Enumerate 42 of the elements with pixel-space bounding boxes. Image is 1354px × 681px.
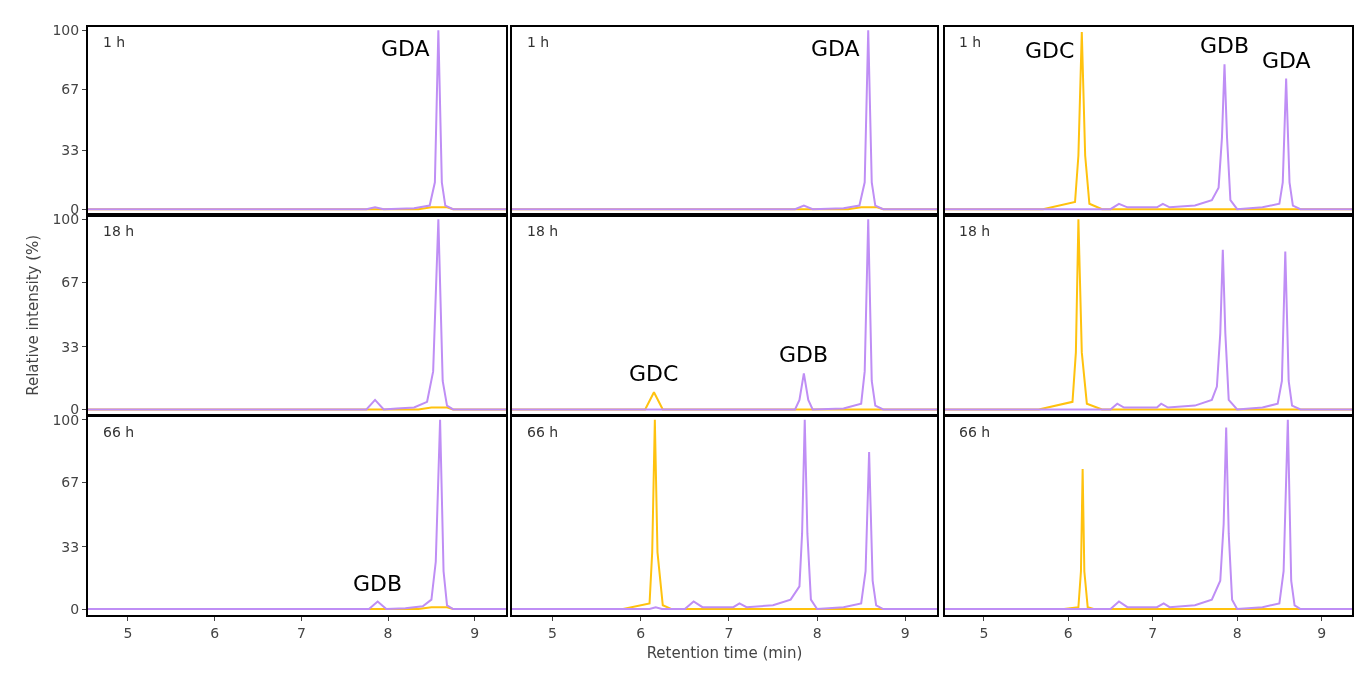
y-tick-label: 33 xyxy=(61,142,80,159)
annotation: 66 h xyxy=(527,424,559,440)
y-tick-label: 33 xyxy=(61,538,80,555)
x-tick-label: 5 xyxy=(979,624,989,641)
annotation: 18 h xyxy=(527,223,559,239)
annotation: 18 h xyxy=(103,223,135,239)
x-tick-label: 9 xyxy=(900,624,910,641)
y-axis-title: Relative intensity (%) xyxy=(24,234,43,396)
x-axis-title: Retention time (min) xyxy=(646,644,803,663)
y-tick-label: 67 xyxy=(61,474,80,491)
annotation: 66 h xyxy=(103,424,135,440)
x-tick-label: 8 xyxy=(812,624,822,641)
x-tick-label: 7 xyxy=(724,624,734,641)
x-tick-label: 6 xyxy=(1063,624,1073,641)
y-tick-label: 33 xyxy=(61,338,80,355)
y-tick-label: 67 xyxy=(61,81,80,98)
annotation: GDA xyxy=(381,36,430,61)
annotation: GDA xyxy=(811,36,860,61)
annotation: GDA xyxy=(1262,48,1311,73)
x-tick-label: 7 xyxy=(296,624,306,641)
annotation: 1 h xyxy=(527,34,550,50)
x-tick-label: 5 xyxy=(548,624,558,641)
annotation: GDB xyxy=(1200,33,1250,58)
annotation: 18 h xyxy=(959,223,991,239)
annotation: 1 h xyxy=(959,34,982,50)
y-tick-label: 0 xyxy=(70,600,80,617)
x-tick-label: 5 xyxy=(123,624,133,641)
annotation: GDC xyxy=(1025,38,1075,63)
x-tick-label: 8 xyxy=(383,624,393,641)
y-tick-label: 100 xyxy=(52,22,80,39)
annotation: GDB xyxy=(353,571,403,596)
annotation: GDB xyxy=(779,342,829,367)
annotation: 66 h xyxy=(959,424,991,440)
x-tick-label: 6 xyxy=(636,624,646,641)
x-tick-label: 9 xyxy=(470,624,480,641)
x-tick-label: 8 xyxy=(1232,624,1242,641)
annotation: GDC xyxy=(629,361,679,386)
x-tick-label: 9 xyxy=(1317,624,1327,641)
x-tick-label: 6 xyxy=(210,624,220,641)
y-tick-label: 67 xyxy=(61,273,80,290)
x-tick-label: 7 xyxy=(1148,624,1158,641)
annotation: 1 h xyxy=(103,34,126,50)
